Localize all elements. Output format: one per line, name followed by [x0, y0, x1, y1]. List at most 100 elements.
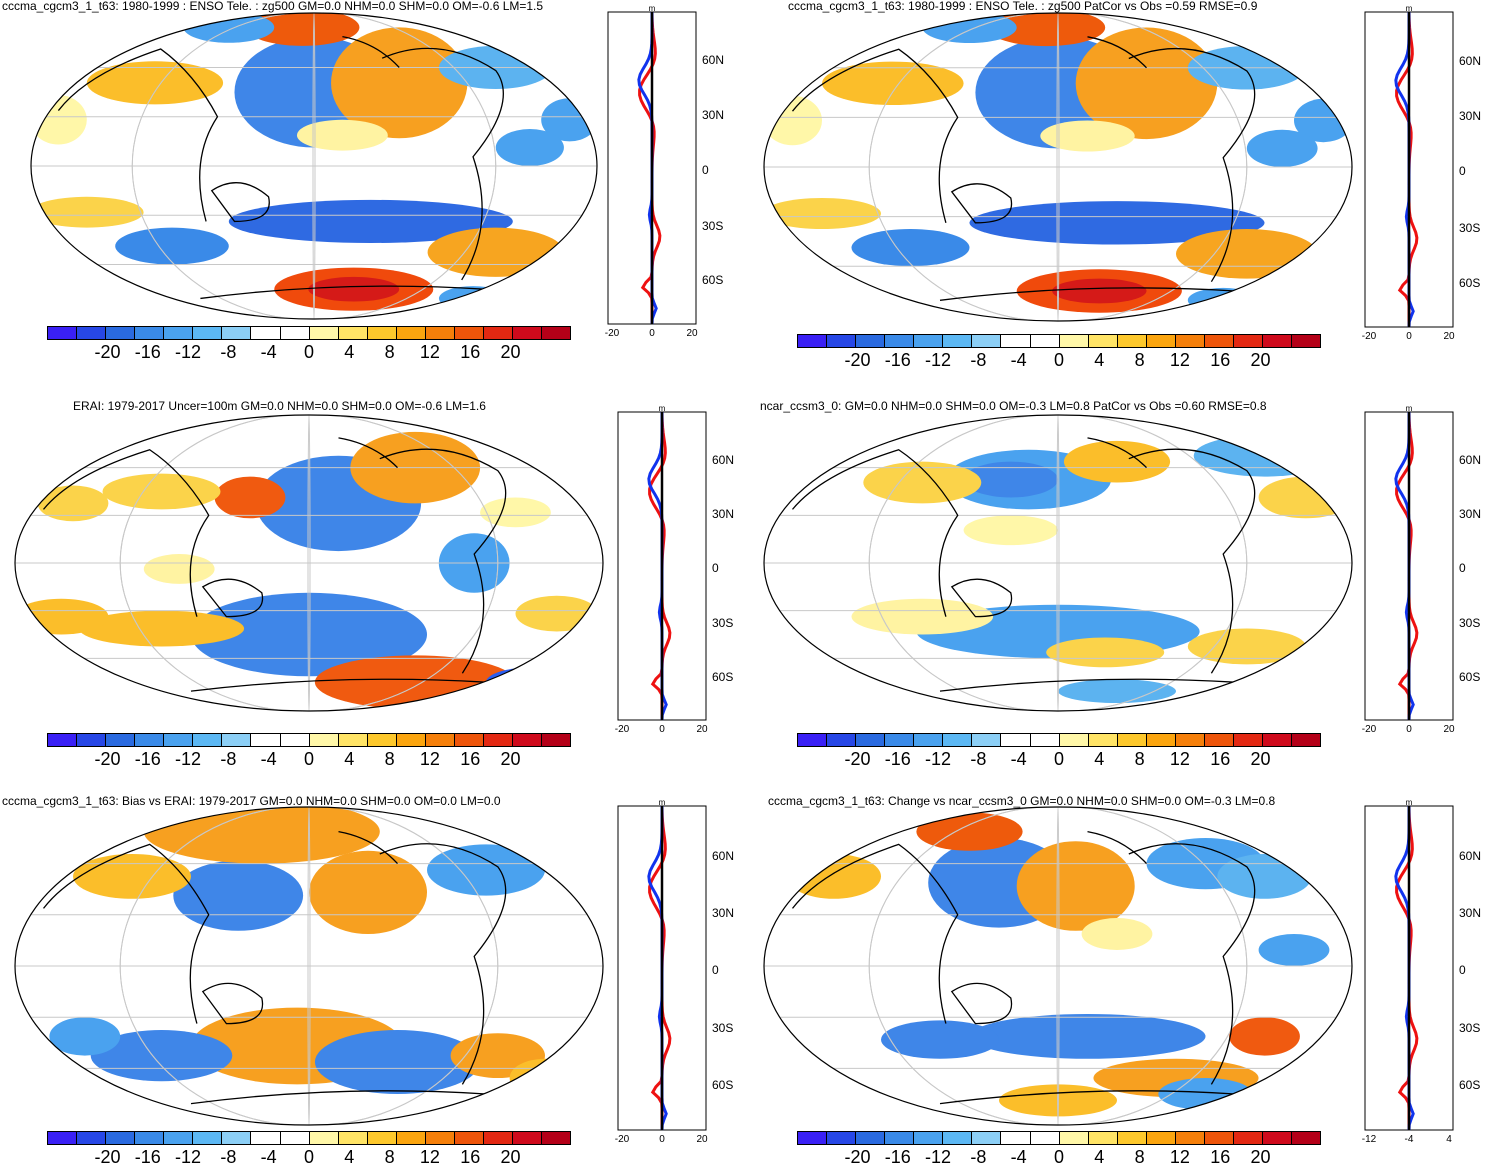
- colorbar-swatch: [164, 1132, 194, 1144]
- colorbar-label: -8: [220, 342, 237, 362]
- lat-label: 30N: [702, 107, 725, 122]
- anomaly-blob: [1052, 278, 1147, 304]
- anomaly-blob: [31, 196, 144, 228]
- colorbar-swatch: [1088, 1132, 1118, 1144]
- anomaly-blob: [495, 129, 564, 166]
- colorbar-swatch: [48, 734, 78, 746]
- colorbar-swatch: [222, 734, 252, 746]
- colorbar-label: 16: [460, 1147, 481, 1167]
- colorbar-swatch: [1030, 335, 1060, 347]
- anomaly-blob: [822, 61, 964, 105]
- map-border: [14, 414, 604, 712]
- anomaly-blob: [851, 598, 994, 635]
- colorbar-swatch: [972, 734, 1002, 746]
- map-border: [763, 806, 1353, 1126]
- anomaly-blob: [764, 95, 822, 146]
- anomaly-blob: [331, 27, 468, 139]
- colorbar-swatch: [396, 734, 426, 746]
- panel-title: ncar_ccsm3_0: GM=0.0 NHM=0.0 SHM=0.0 OM=…: [760, 399, 1267, 413]
- colorbar-swatch: [135, 1132, 165, 1144]
- colorbar-3: -20 -16 -12 -8 -4 0 4 8 12 16 20: [47, 733, 571, 769]
- colorbar-label: 4: [1094, 350, 1105, 370]
- colorbar-swatch: [1233, 734, 1263, 746]
- colorbar-swatch: [483, 327, 513, 339]
- zonal-x-tick-label: -20: [615, 1134, 630, 1145]
- zonal-mean-plot-6: m -12 -4 4: [1362, 800, 1454, 1145]
- panel-title: ERAI: 1979-2017 Uncer=100m GM=0.0 NHM=0.…: [73, 399, 486, 413]
- colorbar-swatch: [454, 734, 484, 746]
- colorbar-label: -12: [175, 342, 202, 362]
- lat-label: 60S: [702, 273, 724, 288]
- colorbar-swatch: [1030, 734, 1060, 746]
- colorbar-swatch: [914, 1132, 944, 1144]
- anomaly-blob: [969, 1014, 1206, 1059]
- colorbar-label: -16: [884, 350, 911, 370]
- colorbar-label: 12: [1169, 1147, 1190, 1167]
- anomaly-blob: [1258, 934, 1330, 966]
- colorbar-label: 20: [500, 342, 521, 362]
- colorbar-swatch: [425, 734, 455, 746]
- colorbar-swatch: [222, 327, 252, 339]
- colorbar-swatch: [367, 1132, 397, 1144]
- colorbar-swatch: [1030, 1132, 1060, 1144]
- anomaly-blob: [143, 554, 215, 584]
- zonal-x-tick-label: 20: [696, 724, 708, 735]
- colorbar-swatch: [885, 335, 915, 347]
- lat-label: 0: [712, 962, 719, 977]
- lat-label: 30S: [1459, 220, 1481, 235]
- colorbar-label: 0: [1053, 749, 1065, 769]
- lat-label: 30S: [712, 615, 734, 630]
- lat-label: 60N: [702, 53, 725, 68]
- lat-label: 30S: [1459, 1020, 1481, 1035]
- anomaly-blob: [15, 598, 109, 635]
- map-panel-3: [14, 414, 604, 712]
- colorbar-swatch: [856, 1132, 886, 1144]
- colorbar-label: -8: [970, 1147, 987, 1167]
- colorbar-swatch: [1204, 734, 1234, 746]
- colorbar-label: 20: [1250, 1147, 1271, 1167]
- colorbar-swatch: [1175, 734, 1205, 746]
- zonal-mean-plot-5: m -20 0 20: [615, 800, 708, 1145]
- colorbar-swatch: [164, 734, 194, 746]
- zonal-x-tick-label: -20: [1362, 331, 1377, 342]
- colorbar-label: -16: [134, 342, 161, 362]
- colorbar-label: 0: [1053, 350, 1065, 370]
- colorbar-label: -4: [260, 749, 277, 769]
- anomaly-blob: [314, 1030, 481, 1094]
- colorbar-swatch: [309, 734, 339, 746]
- colorbar-swatch: [193, 734, 223, 746]
- anomaly-blob: [786, 854, 881, 899]
- colorbar-swatch: [164, 327, 194, 339]
- colorbar-swatch: [251, 327, 281, 339]
- anomaly-blob: [1229, 1017, 1300, 1056]
- colorbar-swatch: [1292, 1132, 1321, 1144]
- map-border: [30, 12, 598, 320]
- colorbar-label: -20: [844, 350, 871, 370]
- lat-label: 30N: [1459, 905, 1482, 920]
- colorbar-swatch: [1146, 1132, 1176, 1144]
- colorbar-swatch: [914, 734, 944, 746]
- colorbar-swatch: [1088, 335, 1118, 347]
- colorbar-2: -20 -16 -12 -8 -4 0 4 8 12 16 20: [797, 334, 1321, 370]
- anomaly-blob: [73, 854, 191, 899]
- colorbar-label: 16: [1210, 1147, 1231, 1167]
- colorbar-swatch: [972, 1132, 1002, 1144]
- lat-label: 60N: [1459, 849, 1482, 864]
- zonal-unit-label: m: [659, 800, 666, 807]
- lat-label: 60S: [1459, 275, 1481, 290]
- colorbar-label: 16: [1210, 350, 1231, 370]
- colorbar-swatch: [827, 734, 857, 746]
- lat-label: 60N: [1459, 452, 1482, 467]
- anomaly-blob: [308, 276, 400, 302]
- map-panel-6: [763, 806, 1353, 1126]
- colorbar-swatch: [1292, 734, 1321, 746]
- graticule: [15, 415, 603, 711]
- colorbar-label: -20: [94, 749, 121, 769]
- colorbar-label: 4: [344, 749, 355, 769]
- colorbar-6: -20 -16 -12 -8 -4 0 4 8 12 16 20: [797, 1131, 1321, 1167]
- colorbar-1: -20 -16 -12 -8 -4 0 4 8 12 16 20: [47, 326, 571, 362]
- colorbar-swatch: [1263, 734, 1293, 746]
- colorbar-swatch: [1117, 734, 1147, 746]
- anomaly-blob: [963, 461, 1058, 498]
- colorbar-swatch: [1059, 1132, 1089, 1144]
